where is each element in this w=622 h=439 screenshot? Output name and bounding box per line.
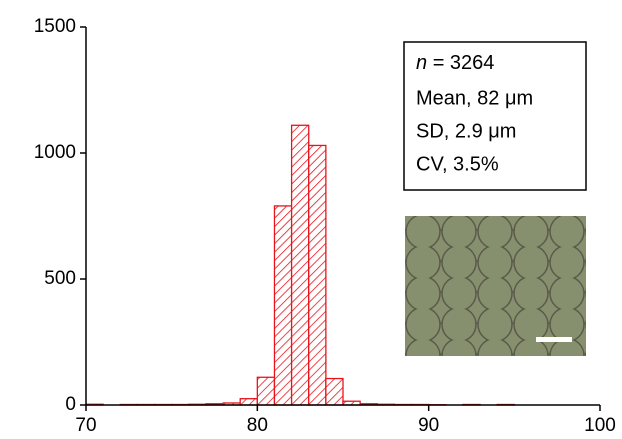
annotation-line: CV, 3.5%: [416, 153, 499, 175]
bar: [325, 377, 344, 406]
y-tick-label: 1500: [34, 16, 76, 37]
bar: [239, 398, 258, 406]
bar: [273, 205, 293, 406]
y-tick-label: 1000: [34, 142, 76, 163]
annotation-var: n: [416, 52, 427, 74]
x-tick-label: 100: [584, 415, 616, 436]
scale-bar: [536, 337, 572, 342]
y-tick-label: 500: [44, 268, 76, 289]
micrograph-inset: [405, 216, 586, 356]
annotation-line: n = 3264: [416, 52, 494, 74]
bars: [85, 124, 515, 406]
x-tick-label: 80: [247, 415, 268, 436]
y-tick-label: 0: [65, 394, 76, 415]
annotation-line: SD, 2.9 μm: [416, 120, 516, 142]
x-tick-label: 90: [418, 415, 439, 436]
annotation-text: = 3264: [433, 52, 495, 74]
annotation-box: [403, 41, 587, 191]
bar: [256, 376, 276, 406]
bar: [308, 144, 327, 406]
annotation-line: Mean, 82 μm: [416, 87, 533, 109]
bar: [290, 124, 310, 406]
x-tick-label: 70: [75, 415, 96, 436]
